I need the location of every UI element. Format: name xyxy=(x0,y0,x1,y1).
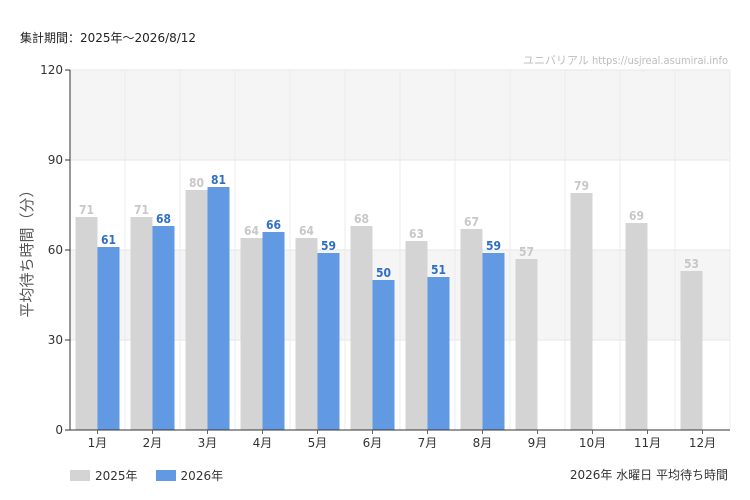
legend-swatch xyxy=(70,470,90,481)
bar-2026年-4月[interactable] xyxy=(262,232,285,430)
data-label: 53 xyxy=(684,257,699,271)
bar-2025年-1月[interactable] xyxy=(75,217,98,430)
x-tick-label: 11月 xyxy=(634,436,661,450)
bar-2025年-5月[interactable] xyxy=(295,238,318,430)
period-label: 集計期間：2025年～2026/8/12 xyxy=(20,31,197,45)
data-label: 80 xyxy=(189,176,204,190)
bar-2025年-9月[interactable] xyxy=(515,259,538,430)
chart-legend: 2025年 2026年 xyxy=(70,467,241,484)
legend-label: 2025年 xyxy=(95,469,138,483)
x-tick-label: 12月 xyxy=(689,436,716,450)
x-tick-label: 3月 xyxy=(198,436,218,450)
data-label: 67 xyxy=(464,215,479,229)
data-label: 59 xyxy=(321,239,336,253)
data-label: 68 xyxy=(354,212,369,226)
y-tick-label: 90 xyxy=(48,153,63,167)
chart-caption: 2026年 水曜日 平均待ち時間 xyxy=(569,468,728,482)
y-tick-label: 60 xyxy=(48,243,63,257)
bar-2026年-1月[interactable] xyxy=(97,247,120,430)
data-label: 57 xyxy=(519,245,534,259)
bar-2025年-10月[interactable] xyxy=(570,193,593,430)
y-tick-label: 120 xyxy=(40,63,63,77)
bar-2025年-12月[interactable] xyxy=(680,271,703,430)
data-label: 64 xyxy=(299,224,315,238)
data-label: 81 xyxy=(211,173,226,187)
data-label: 63 xyxy=(409,227,424,241)
y-tick-label: 30 xyxy=(48,333,63,347)
data-label: 51 xyxy=(431,263,446,277)
bar-2025年-8月[interactable] xyxy=(460,229,483,430)
site-watermark: ユニバリアル https://usjreal.asumirai.info xyxy=(522,54,728,67)
bar-2025年-6月[interactable] xyxy=(350,226,373,430)
bar-2026年-3月[interactable] xyxy=(207,187,230,430)
y-tick-label: 0 xyxy=(55,423,63,437)
x-tick-label: 10月 xyxy=(579,436,606,450)
data-label: 71 xyxy=(79,203,94,217)
data-label: 64 xyxy=(244,224,260,238)
x-tick-label: 5月 xyxy=(308,436,328,450)
legend-swatch xyxy=(155,470,176,481)
data-label: 50 xyxy=(376,266,391,280)
legend-label: 2026年 xyxy=(180,469,224,483)
bar-2025年-2月[interactable] xyxy=(130,217,153,430)
bar-2026年-2月[interactable] xyxy=(152,226,175,430)
data-label: 68 xyxy=(156,212,171,226)
data-label: 71 xyxy=(134,203,149,217)
y-axis-label: 平均待ち時間（分） xyxy=(18,182,36,317)
x-tick-label: 1月 xyxy=(88,436,108,450)
x-tick-label: 4月 xyxy=(253,436,273,450)
x-tick-label: 6月 xyxy=(363,436,383,450)
bar-2025年-11月[interactable] xyxy=(625,223,648,430)
bar-2025年-3月[interactable] xyxy=(185,190,208,430)
data-label: 79 xyxy=(574,179,589,193)
x-tick-label: 2月 xyxy=(143,436,163,450)
bar-2025年-7月[interactable] xyxy=(405,241,428,430)
bar-2026年-6月[interactable] xyxy=(372,280,395,430)
bar-2025年-4月[interactable] xyxy=(240,238,263,430)
bar-2026年-7月[interactable] xyxy=(427,277,450,430)
bar-2026年-8月[interactable] xyxy=(482,253,505,430)
x-tick-label: 8月 xyxy=(473,436,493,450)
x-tick-label: 9月 xyxy=(528,436,548,450)
data-label: 61 xyxy=(101,233,116,247)
legend-item-2026[interactable]: 2026年 xyxy=(155,467,224,484)
bar-2026年-5月[interactable] xyxy=(317,253,340,430)
data-label: 59 xyxy=(486,239,501,253)
data-label: 66 xyxy=(266,218,281,232)
legend-item-2025[interactable]: 2025年 xyxy=(70,467,138,484)
x-tick-label: 7月 xyxy=(418,436,438,450)
data-label: 69 xyxy=(629,209,644,223)
